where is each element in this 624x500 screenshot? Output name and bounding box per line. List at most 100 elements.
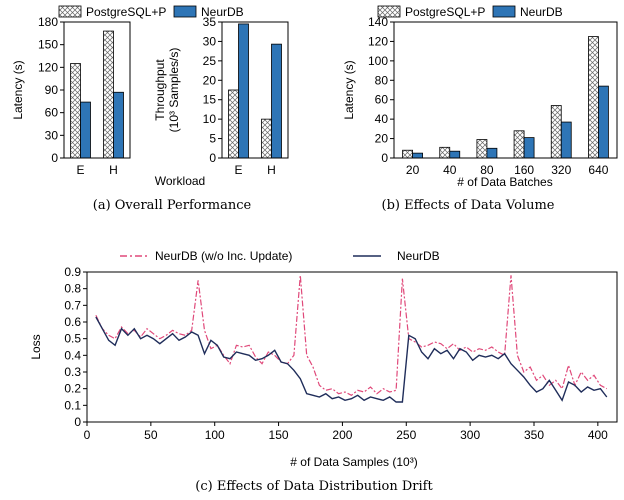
bar-neurdb [412, 152, 423, 159]
y-tick-label: 10 [203, 112, 217, 126]
bar-neurdb [80, 101, 91, 159]
series-line-no-inc-update [95, 275, 608, 397]
y-tick-label: 120 [368, 34, 388, 48]
bar-neurdb [560, 121, 572, 159]
bar-neurdb [486, 147, 498, 159]
legend-neurdb-label: NeurDB [201, 5, 244, 19]
chart-c-ylabel: Loss [29, 334, 43, 359]
x-tick-label: 160 [514, 163, 534, 177]
x-tick-label: 400 [588, 428, 608, 442]
y-tick-label: 15 [203, 93, 217, 107]
bar-neurdb [113, 91, 124, 159]
y-tick-label: 0.1 [64, 398, 81, 412]
x-tick-label: 50 [144, 428, 158, 442]
bar-postgres [513, 130, 525, 159]
y-tick-label: 0 [209, 151, 216, 165]
bar-postgres [228, 89, 239, 159]
x-tick-label: 100 [205, 428, 225, 442]
chart-b-xlabel: # of Data Batches [457, 175, 552, 189]
chart-b-plot: 0 20 40 60 80 100 120 140 20 40 80 160 320 640 [368, 15, 609, 177]
chart-a2-frame [221, 21, 289, 159]
chart-b-ylabel: Latency (s) [342, 60, 356, 119]
bar-postgres [402, 149, 413, 159]
y-tick-label: 150 [38, 38, 58, 52]
y-tick-label: 0.2 [64, 382, 81, 396]
y-tick-label: 20 [203, 73, 217, 87]
bar-postgres [261, 118, 272, 159]
y-tick-label: 0.4 [64, 348, 81, 362]
caption-a: (a) Overall Performance [93, 198, 252, 213]
x-tick-label: E [234, 163, 242, 177]
chart-a2-ylabel-line1: Throughput [153, 59, 167, 121]
chart-a2-plot: 0 5 10 15 20 25 30 35 E H [203, 15, 282, 177]
y-tick-label: 120 [38, 60, 58, 74]
y-tick-label: 0.7 [64, 298, 81, 312]
caption-b: (b) Effects of Data Volume [382, 198, 555, 213]
legend-neurdb-swatch [173, 5, 197, 18]
x-tick-label: E [76, 163, 84, 177]
y-tick-label: 0 [51, 151, 58, 165]
y-tick-label: 60 [45, 106, 59, 120]
y-tick-label: 100 [368, 54, 388, 68]
chart-a1-plot: 0 30 60 90 120 150 180 E H [38, 15, 124, 177]
chart-a1-ylabel: Latency (s) [11, 60, 25, 119]
x-tick-label: 0 [84, 428, 91, 442]
y-tick-label: 30 [203, 34, 217, 48]
y-tick-label: 90 [45, 83, 59, 97]
legend-top: PostgreSQL+P NeurDB PostgreSQL+P NeurDB [58, 5, 563, 19]
x-tick-label: 320 [551, 163, 571, 177]
y-tick-label: 0.9 [64, 265, 81, 279]
bar-neurdb [238, 23, 249, 159]
legend-no-inc-label: NeurDB (w/o Inc. Update) [155, 249, 292, 263]
x-tick-label: 40 [443, 163, 457, 177]
x-tick-label: 250 [396, 428, 416, 442]
bar-postgres [588, 36, 599, 159]
bar-neurdb [598, 85, 609, 159]
chart-c-drift: 0 0.1 0.2 0.3 0.4 0.5 0.6 0.7 0.8 0.9 0 50 100 150 200… [29, 265, 618, 469]
x-tick-label: 640 [588, 163, 608, 177]
bar-postgres [439, 146, 451, 159]
y-tick-label: 35 [203, 15, 217, 29]
x-tick-label: 150 [269, 428, 289, 442]
bar-neurdb [523, 137, 535, 159]
y-tick-label: 40 [375, 112, 389, 126]
bar-postgres [476, 139, 488, 159]
y-tick-label: 0.8 [64, 282, 81, 296]
bar-postgres [70, 63, 81, 159]
x-tick-label: 20 [406, 163, 420, 177]
y-tick-label: 0 [74, 415, 81, 429]
legend-neurdb-line-label: NeurDB [397, 249, 440, 263]
x-tick-label: 300 [460, 428, 480, 442]
y-tick-label: 80 [375, 73, 389, 87]
legend-postgres-label: PostgreSQL+P [86, 5, 166, 19]
x-tick-label: 200 [332, 428, 352, 442]
y-tick-label: 0.5 [64, 332, 81, 346]
x-tick-label: H [109, 163, 118, 177]
chart-a1-frame [63, 21, 131, 159]
y-tick-label: 0.6 [64, 315, 81, 329]
y-tick-label: 180 [38, 15, 58, 29]
y-tick-label: 140 [368, 15, 388, 29]
legend-postgres-swatch-b [377, 5, 401, 18]
x-tick-label: 80 [480, 163, 494, 177]
x-tick-label: 350 [524, 428, 544, 442]
caption-c: (c) Effects of Data Distribution Drift [195, 479, 433, 494]
chart-a2-ylabel-line2: (10³ Samples/s) [167, 48, 181, 133]
legend-neurdb-label-b: NeurDB [520, 5, 563, 19]
chart-a-xlabel: Workload [155, 174, 205, 188]
y-tick-label: 60 [375, 93, 389, 107]
chart-c-xlabel: # of Data Samples (10³) [290, 455, 417, 469]
bar-neurdb [271, 43, 282, 159]
chart-b-data-volume: 0 20 40 60 80 100 120 140 20 40 80 160 320 640 Latenc… [342, 15, 618, 189]
x-tick-label: H [267, 163, 276, 177]
chart-c-plot: 0 0.1 0.2 0.3 0.4 0.5 0.6 0.7 0.8 0.9 0 50 100 150 200… [64, 265, 608, 442]
legend-neurdb-swatch-b [492, 5, 516, 18]
legend-bottom: NeurDB (w/o Inc. Update) NeurDB [120, 249, 440, 263]
y-tick-label: 20 [375, 132, 389, 146]
chart-a2-throughput: 0 5 10 15 20 25 30 35 E H Throughput (10³ Samples… [153, 15, 289, 177]
chart-b-frame [393, 21, 618, 159]
chart-a1-latency: 0 30 60 90 120 150 180 E H Latency (s) [11, 15, 131, 177]
y-tick-label: 0 [381, 151, 388, 165]
bar-postgres [550, 105, 562, 159]
